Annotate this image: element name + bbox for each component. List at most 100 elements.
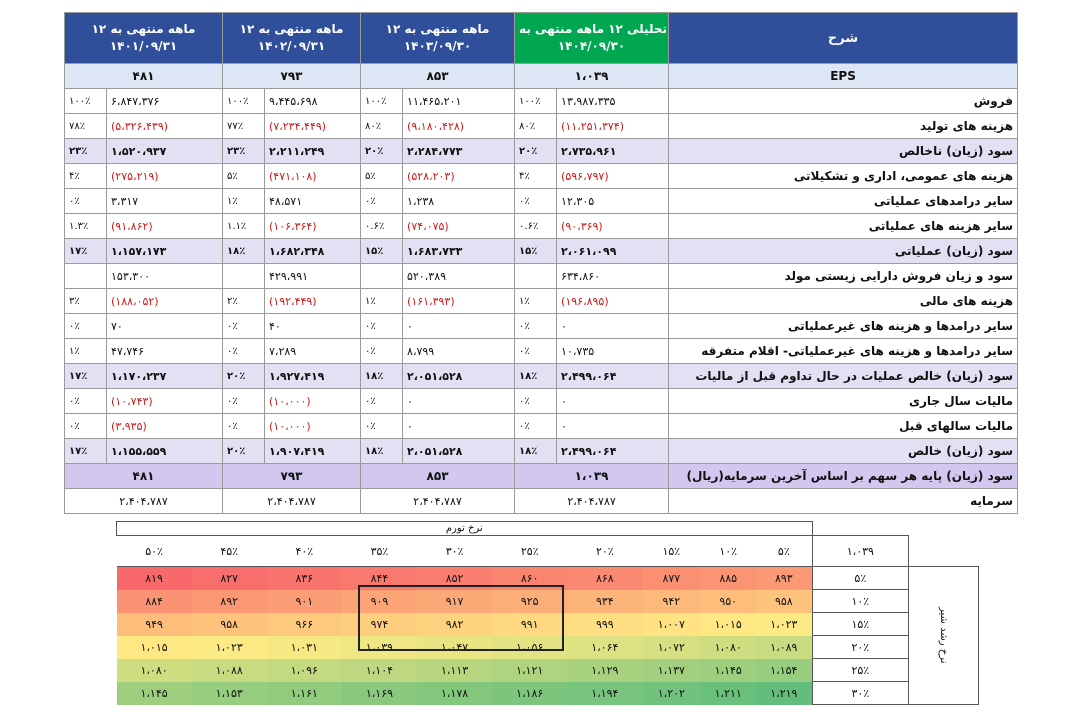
value-cell: ۵۲۰،۳۸۹ (402, 263, 516, 289)
sensitivity-cell: ۱،۱۴۵ (116, 681, 192, 705)
sensitivity-cell: ۱،۱۰۴ (341, 658, 417, 682)
sensitivity-cell: ۹۴۲ (642, 589, 701, 613)
eps-bottom-value: ۱،۰۳۹ (514, 463, 670, 489)
eps-row: ۴۸۱ ۷۹۳ ۸۵۳ ۱،۰۳۹ EPS (63, 63, 1019, 89)
milk-growth-rate-label: ۵٪ (811, 566, 910, 590)
value-cell: ۰ (556, 413, 670, 439)
percent-cell: ۰٪ (222, 313, 266, 339)
percent-cell: ۱۰۰٪ (64, 88, 107, 114)
sensitivity-row: ۸۱۹ ۸۲۷ ۸۳۶ ۸۴۴ ۸۵۲ ۸۶۰ ۸۶۸ ۸۷۷ ۸۸۵ ۸۹۳ ۵٪ نرخ رشد … (116, 566, 979, 705)
sensitivity-cell: ۱،۲۱۱ (700, 681, 757, 705)
percent-cell: ۵٪ (222, 163, 266, 189)
percent-cell: ۱۷٪ (64, 363, 107, 389)
sensitivity-cell: ۱،۰۳۱ (266, 635, 342, 659)
value-cell: ۴۲۹،۹۹۱ (264, 263, 362, 289)
sensitivity-cell: ۹۴۹ (116, 612, 192, 636)
value-cell: (۴۷۱،۱۰۸) (264, 163, 362, 189)
value-cell: ۴۰ (264, 313, 362, 339)
value-cell: ۱۳،۹۸۷،۳۳۵ (556, 88, 670, 114)
sensitivity-cell: ۱،۱۲۱ (492, 658, 568, 682)
value-cell: ۲،۷۳۵،۹۶۱ (556, 138, 670, 164)
percent-cell (222, 263, 266, 289)
sensitivity-cell: ۱،۲۰۲ (642, 681, 701, 705)
row-label: هزینه های عمومی، اداری و تشکیلاتی (668, 163, 1019, 189)
sensitivity-cell: ۹۳۴ (567, 589, 643, 613)
percent-cell: ۰٪ (514, 413, 558, 439)
value-cell: ۶۳۴،۸۶۰ (556, 263, 670, 289)
sensitivity-row: ۱،۰۸۰ ۱،۰۸۸ ۱،۰۹۶ ۱،۱۰۴ ۱،۱۱۳ ۱،۱۲۱ ۱،۱۲۹ ۱،۱۳۷… (116, 658, 979, 682)
base-case-highlight-box (358, 585, 564, 651)
sensitivity-cell: ۹۰۱ (266, 589, 342, 613)
percent-cell: ۱۷٪ (64, 238, 107, 264)
sensitivity-cell: ۹۵۸ (756, 589, 813, 613)
statement-row: ۱.۳٪ (۹۱،۸۶۲) ۱.۱٪ (۱۰۶،۳۶۴) ۰.۶٪ (۷۴،۰۷۵) ۰.۶… (64, 213, 1019, 239)
sensitivity-cell: ۹۹۱ (492, 612, 568, 636)
sensitivity-cell: ۸۵۲ (417, 566, 493, 590)
sensitivity-cell: ۱،۱۷۸ (417, 681, 493, 705)
sensitivity-cell: ۸۲۷ (191, 566, 267, 590)
sensitivity-cell: ۱،۲۱۹ (756, 681, 813, 705)
inflation-rate-header: ۵٪ (756, 535, 813, 567)
row-label: سایر هزینه های عملیاتی (668, 213, 1019, 239)
sensitivity-cell: ۹۷۴ (341, 612, 417, 636)
sensitivity-cell: ۱،۰۲۳ (191, 635, 267, 659)
percent-cell: ۴٪ (514, 163, 558, 189)
statement-row: ۱۷٪ ۱،۱۵۵،۵۵۹ ۲۰٪ ۱،۹۰۷،۴۱۹ ۱۸٪ ۲،۰۵۱،۵۲۸ ۱۸٪ ۲… (64, 438, 1019, 464)
value-cell: ۰ (402, 388, 516, 414)
value-cell: ۱۱،۴۶۵،۲۰۱ (402, 88, 516, 114)
header-label-column: شرح (668, 12, 1019, 64)
sensitivity-cell: ۱،۰۸۰ (700, 635, 757, 659)
row-label: سود و زیان فروش دارایی زیستی مولد (668, 263, 1019, 289)
row-label: هزینه های تولید (668, 113, 1019, 139)
value-cell: (۵۹۶،۷۹۷) (556, 163, 670, 189)
inflation-rate-header: ۳۵٪ (341, 535, 417, 567)
percent-cell: ۰٪ (64, 388, 107, 414)
percent-cell: ۱۸٪ (514, 363, 558, 389)
value-cell: (۹۰،۳۶۹) (556, 213, 670, 239)
inflation-rate-header: ۱۵٪ (642, 535, 701, 567)
header-col-1401: ۱۲ ماهه منتهی به ۱۴۰۱/۰۹/۳۱ (63, 12, 224, 64)
percent-cell: ۸۰٪ (360, 113, 404, 139)
eps-value: ۷۹۳ (222, 63, 362, 89)
eps-bottom-value: ۸۵۳ (360, 463, 516, 489)
sensitivity-cell: ۸۸۴ (116, 589, 192, 613)
header-col-1404-forecast: تحلیلی ۱۲ ماهه منتهی به ۱۴۰۴/۰۹/۳۰ (514, 12, 670, 64)
value-cell: ۰ (556, 388, 670, 414)
value-cell: ۱،۱۵۵،۵۵۹ (105, 438, 224, 464)
percent-cell: ۰٪ (64, 313, 107, 339)
eps-bottom-value: ۴۸۱ (63, 463, 224, 489)
percent-cell: ۰٪ (514, 313, 558, 339)
value-cell: (۱۹۶،۸۹۵) (556, 288, 670, 314)
percent-cell: ۳٪ (64, 288, 107, 314)
percent-cell: ۱٪ (222, 188, 266, 214)
inflation-rate-title: نرخ تورم (116, 521, 813, 536)
percent-cell: ۰٪ (514, 338, 558, 364)
row-label: مالیات سال جاری (668, 388, 1019, 414)
statement-row: ۲۳٪ ۱،۵۲۰،۹۳۷ ۲۳٪ ۲،۲۱۱،۲۴۹ ۲۰٪ ۲،۲۸۴،۷۷۳ ۲۰٪ ۲… (64, 138, 1019, 164)
value-cell: ۱۲،۳۰۵ (556, 188, 670, 214)
inflation-rate-header: ۲۵٪ (492, 535, 568, 567)
value-cell: ۱،۶۸۳،۷۳۳ (402, 238, 516, 264)
statement-row: ۳٪ (۱۸۸،۰۵۲) ۲٪ (۱۹۲،۴۴۹) ۱٪ (۱۶۱،۳۹۳) ۱٪ (۱۹۶،… (64, 288, 1019, 314)
eps-bottom-label: سود (زیان) پایه هر سهم بر اساس آخرین سرم… (668, 463, 1019, 489)
milk-growth-rate-label: ۱۵٪ (811, 612, 910, 636)
value-cell: ۲،۰۵۱،۵۲۸ (402, 438, 516, 464)
row-label: سایر درامدها و هزینه های غیرعملیاتی (668, 313, 1019, 339)
value-cell: ۱،۶۸۲،۳۴۸ (264, 238, 362, 264)
percent-cell: ۱٪ (360, 288, 404, 314)
inflation-title-row: نرخ تورم (116, 521, 979, 536)
percent-cell: ۰.۶٪ (514, 213, 558, 239)
percent-cell: ۱۰۰٪ (360, 88, 404, 114)
value-cell: ۱،۱۷۰،۲۳۷ (105, 363, 224, 389)
inflation-rate-header: ۴۰٪ (266, 535, 342, 567)
value-cell: ۱۵۳،۳۰۰ (105, 263, 224, 289)
capital-value: ۲،۴۰۴،۷۸۷ (63, 488, 224, 514)
statement-row: ۱۰۰٪ ۶،۸۴۷،۳۷۶ ۱۰۰٪ ۹،۴۴۵،۶۹۸ ۱۰۰٪ ۱۱،۴۶۵،۲۰۱… (64, 88, 1019, 114)
percent-cell: ۷۷٪ (222, 113, 266, 139)
income-statement-table: ۱۲ ماهه منتهی به ۱۴۰۱/۰۹/۳۱ ۱۲ ماهه منتهی… (63, 12, 1019, 514)
sensitivity-cell: ۸۶۸ (567, 566, 643, 590)
sensitivity-cell: ۹۸۲ (417, 612, 493, 636)
percent-cell: ۰٪ (360, 188, 404, 214)
sensitivity-cell: ۸۱۹ (116, 566, 192, 590)
sensitivity-cell: ۱،۱۵۴ (756, 658, 813, 682)
